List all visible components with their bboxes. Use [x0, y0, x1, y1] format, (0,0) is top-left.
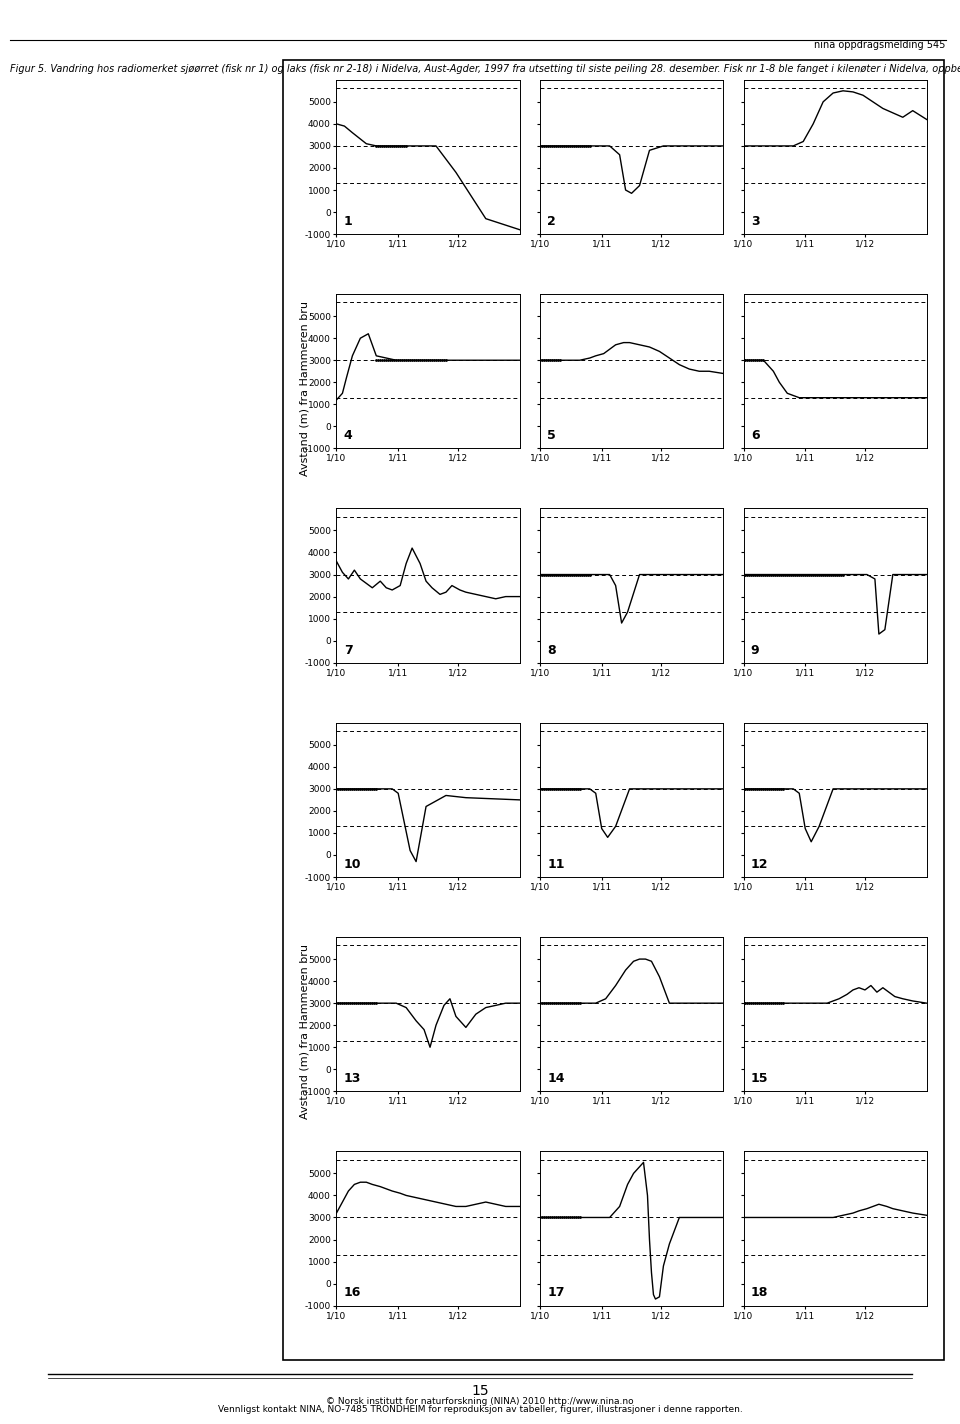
Text: 13: 13 [344, 1072, 361, 1085]
Text: Vennligst kontakt NINA, NO-7485 TRONDHEIM for reproduksjon av tabeller, figurer,: Vennligst kontakt NINA, NO-7485 TRONDHEI… [218, 1405, 742, 1414]
Text: 2: 2 [547, 215, 556, 228]
Text: 4: 4 [344, 429, 352, 443]
Text: Avstand (m) fra Hammeren bru: Avstand (m) fra Hammeren bru [300, 944, 309, 1119]
Text: 3: 3 [751, 215, 759, 228]
Text: 6: 6 [751, 429, 759, 443]
Text: 5: 5 [547, 429, 556, 443]
Text: 10: 10 [344, 857, 361, 871]
Text: 9: 9 [751, 644, 759, 656]
Text: 17: 17 [547, 1286, 564, 1300]
Text: 7: 7 [344, 644, 352, 656]
Text: 11: 11 [547, 857, 564, 871]
Text: 15: 15 [751, 1072, 768, 1085]
Text: 1: 1 [344, 215, 352, 228]
Text: 18: 18 [751, 1286, 768, 1300]
Text: Avstand (m) fra Hammeren bru: Avstand (m) fra Hammeren bru [300, 300, 309, 476]
Text: 14: 14 [547, 1072, 564, 1085]
Text: 16: 16 [344, 1286, 361, 1300]
Text: © Norsk institutt for naturforskning (NINA) 2010 http://www.nina.no: © Norsk institutt for naturforskning (NI… [326, 1397, 634, 1405]
Text: 8: 8 [547, 644, 556, 656]
Text: nina oppdragsmelding 545: nina oppdragsmelding 545 [814, 40, 946, 50]
Text: 12: 12 [751, 857, 768, 871]
Text: Figur 5. Vandring hos radiomerket sjøørret (fisk nr 1) og laks (fisk nr 2-18) i : Figur 5. Vandring hos radiomerket sjøørr… [10, 64, 960, 74]
Text: 15: 15 [471, 1384, 489, 1398]
